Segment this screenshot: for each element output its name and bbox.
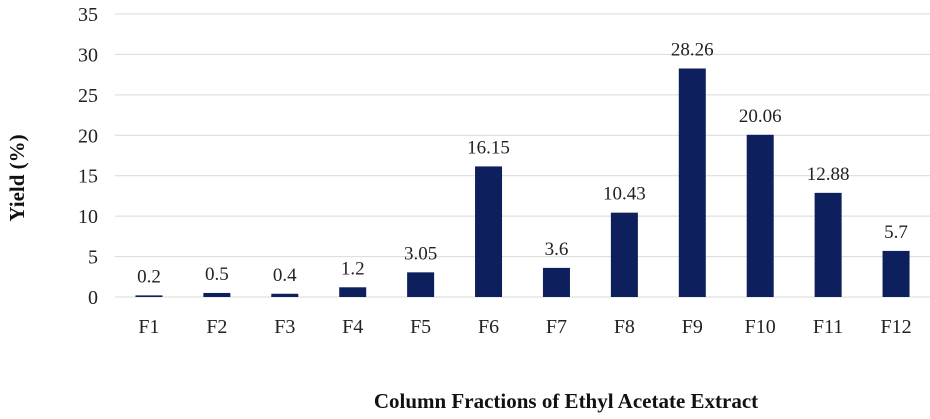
data-label: 3.6	[545, 239, 569, 260]
x-tick-label: F10	[745, 316, 776, 338]
x-tick-label: F7	[546, 316, 567, 338]
bar-f7	[542, 267, 570, 297]
bars	[135, 68, 910, 297]
x-tick-label: F4	[342, 316, 363, 338]
y-tick-label: 35	[78, 4, 98, 26]
bar-f11	[814, 192, 842, 297]
bar-f4	[339, 287, 367, 297]
bar-f2	[203, 292, 231, 297]
data-label: 0.5	[205, 264, 229, 285]
x-tick-label: F9	[682, 316, 703, 338]
x-tick-label: F2	[206, 316, 227, 338]
x-tick-label: F8	[614, 316, 635, 338]
data-label: 20.06	[739, 106, 782, 127]
y-axis-ticks: 0 5 10 15 20 25 30 35	[78, 4, 98, 309]
data-label: 10.43	[603, 184, 646, 205]
x-axis-ticks: F1 F2 F3 F4 F5 F6 F7 F8 F9 F10 F11 F12	[138, 316, 911, 338]
bar-f12	[882, 250, 910, 297]
data-label: 1.2	[341, 258, 365, 279]
y-axis-title: Yield (%)	[5, 134, 29, 221]
data-label: 5.7	[884, 222, 908, 243]
bar-f9	[678, 68, 706, 297]
data-label: 28.26	[671, 39, 714, 60]
data-label: 3.05	[404, 243, 437, 264]
bar-f5	[407, 272, 435, 297]
y-tick-label: 15	[78, 166, 98, 188]
data-label: 0.2	[137, 266, 161, 287]
y-tick-label: 30	[78, 44, 98, 66]
bar-f3	[271, 293, 299, 297]
x-tick-label: F5	[410, 316, 431, 338]
y-tick-label: 25	[78, 85, 98, 107]
x-tick-label: F1	[138, 316, 159, 338]
y-tick-label: 10	[78, 206, 98, 228]
x-tick-label: F12	[880, 316, 911, 338]
data-label: 12.88	[807, 164, 850, 185]
x-tick-label: F6	[478, 316, 499, 338]
x-tick-label: F3	[274, 316, 295, 338]
y-tick-label: 5	[88, 247, 98, 269]
data-label: 16.15	[467, 137, 510, 158]
bar-f10	[746, 134, 774, 297]
x-tick-label: F11	[813, 316, 843, 338]
data-label: 0.4	[273, 265, 297, 286]
data-labels: 0.2 0.5 0.4 1.2 3.05 16.15 3.6 10.43 28.26 20.06 1…	[137, 39, 908, 287]
bar-f6	[475, 166, 503, 297]
bar-f8	[610, 212, 638, 297]
y-tick-label: 20	[78, 125, 98, 147]
y-tick-label: 0	[88, 287, 98, 309]
x-axis-title: Column Fractions of Ethyl Acetate Extrac…	[374, 389, 758, 413]
bar-f1	[135, 295, 163, 297]
gridlines	[115, 13, 930, 298]
